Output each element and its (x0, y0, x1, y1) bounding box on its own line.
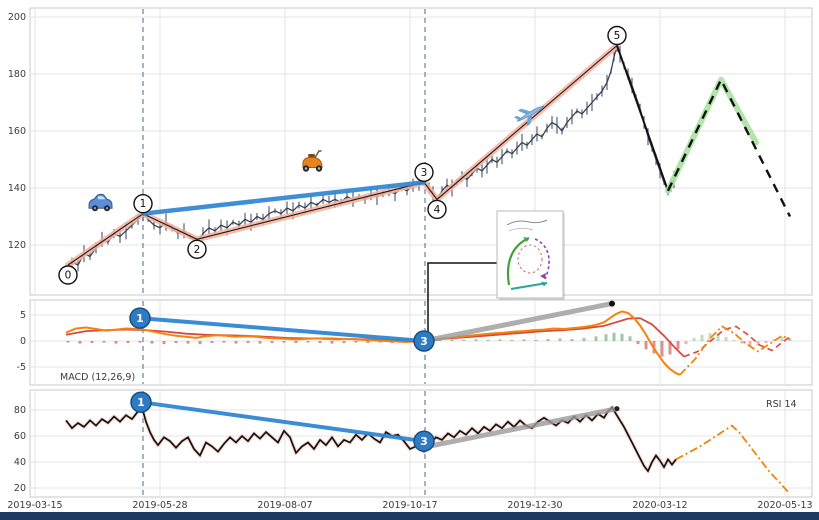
wave-marker-label: 1 (140, 198, 147, 210)
y-tick-label: 140 (8, 183, 26, 194)
macd-trend-point-3 (413, 330, 435, 352)
annotation-inset (496, 210, 565, 300)
wave-marker-5 (607, 25, 627, 46)
wave-marker-label: 4 (434, 204, 441, 216)
trend-point-label: 1 (137, 396, 145, 409)
y-tick-label: 80 (14, 405, 26, 416)
y-tick-label: 120 (8, 240, 26, 251)
airplane-emoji (514, 105, 545, 127)
wave-marker-1 (133, 193, 153, 214)
macd-trend-point-1 (129, 307, 151, 329)
y-tick-label: 60 (14, 431, 26, 442)
y-tick-label: 160 (8, 126, 26, 137)
rsi-gray-trendline (425, 406, 620, 449)
y-tick-label: 200 (8, 12, 26, 23)
wave-marker-0 (58, 265, 78, 285)
wave-marker-label: 2 (194, 244, 201, 256)
trend-point-label: 3 (420, 435, 428, 448)
price-chart-panel (29, 7, 813, 296)
x-tick-label: 2019-03-15 (7, 500, 62, 511)
car-emoji (88, 193, 113, 212)
scooter-emoji (302, 150, 323, 172)
rsi-projection (675, 424, 789, 493)
gray-line-end-dot (609, 300, 615, 307)
x-tick-label: 2020-05-13 (757, 500, 812, 511)
y-tick-label: 180 (8, 69, 26, 80)
rsi-blue-trendline (139, 400, 426, 444)
rsi-trend-point-1 (130, 391, 152, 413)
x-tick-label: 2019-08-07 (257, 500, 312, 511)
wave-marker-label: 3 (421, 167, 428, 179)
green-projection-band (665, 76, 759, 194)
y-tick-label: 20 (14, 483, 26, 494)
black-dashed-projection (666, 76, 792, 218)
price-blue-trendline (140, 180, 427, 216)
inset-connector-line (427, 262, 497, 338)
trend-point-label: 3 (420, 335, 428, 348)
x-tick-label: 2019-12-30 (507, 500, 562, 511)
macd-projection (679, 325, 791, 376)
y-tick-label: 0 (20, 336, 26, 347)
wave-marker-2 (187, 239, 207, 260)
rsi-indicator-label: RSI 14 (766, 399, 797, 410)
wave-marker-4 (427, 199, 447, 220)
wave-marker-label: 0 (65, 270, 72, 282)
trend-point-label: 1 (136, 312, 144, 325)
x-tick-label: 2020-03-12 (632, 500, 687, 511)
y-tick-label: 5 (20, 310, 26, 321)
macd-line (65, 310, 681, 376)
x-tick-label: 2019-10-17 (382, 500, 437, 511)
macd-blue-trendline (138, 316, 426, 343)
macd-indicator-label: MACD (12,26,9) (60, 372, 136, 383)
bottom-taskbar (0, 512, 819, 520)
wave-marker-3 (414, 162, 434, 183)
y-tick-label: -5 (17, 362, 26, 373)
x-tick-label: 2019-05-28 (132, 500, 187, 511)
wave-marker-label: 5 (614, 30, 621, 42)
y-tick-label: 40 (14, 457, 26, 468)
rsi-trend-point-3 (413, 430, 435, 452)
decline-line (616, 45, 669, 192)
macd-gray-trendline (421, 301, 615, 344)
